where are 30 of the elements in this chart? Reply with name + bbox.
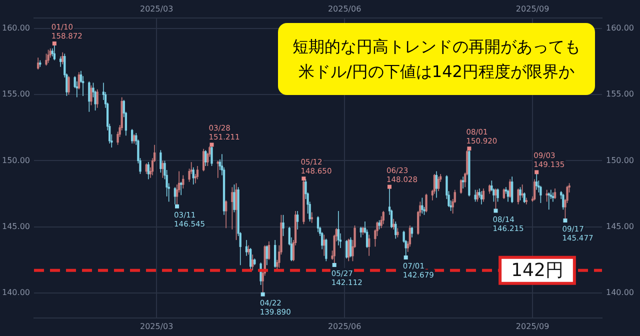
candlestick <box>210 144 213 166</box>
candlestick <box>325 238 328 262</box>
candlestick <box>68 76 70 96</box>
candlestick <box>425 193 428 213</box>
annotation: 米ドル/円の下値は142円程度が限界か <box>298 61 576 83</box>
annotation: 短期的な円高トレンドの再開があっても <box>292 36 582 58</box>
x-tick-label: 2025/03 <box>140 322 174 331</box>
candlestick <box>282 214 284 236</box>
candlestick <box>496 188 499 202</box>
y2-tick-label: 140.00 <box>606 288 634 297</box>
candlestick <box>468 148 470 197</box>
y-tick-label: 155.00 <box>2 90 30 99</box>
y-tick-label: 140.00 <box>2 288 30 297</box>
y2-tick-label: 150.00 <box>606 156 634 165</box>
candlestick <box>521 184 524 198</box>
y-tick-label: 160.00 <box>2 24 30 33</box>
x2-tick-label: 2025/03 <box>140 4 174 14</box>
candlestick <box>47 49 50 64</box>
y-tick-label: 150.00 <box>2 156 30 165</box>
y-tick-label: 145.00 <box>2 222 30 231</box>
y2-tick-label: 145.00 <box>606 222 634 231</box>
y2-tick-label: 160.00 <box>606 24 634 33</box>
x2-tick-label: 2025/06 <box>328 4 362 14</box>
candlestick <box>378 220 380 230</box>
x-tick-label: 2025/09 <box>516 322 550 331</box>
y2-tick-label: 155.00 <box>606 90 634 99</box>
x-tick-label: 2025/06 <box>328 322 362 331</box>
x2-tick-label: 2025/09 <box>516 4 550 14</box>
ref-line-label: 142円 <box>511 260 564 282</box>
candlestick <box>474 189 476 202</box>
